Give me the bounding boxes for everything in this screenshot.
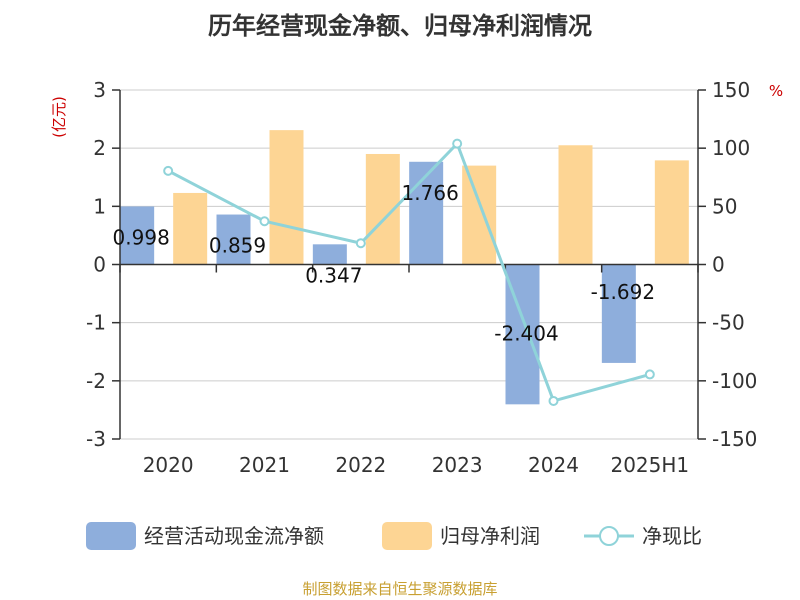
gridlines: [120, 89, 698, 440]
cashflow-bar: [601, 264, 636, 363]
x-tick-label: 2020: [143, 453, 194, 477]
legend-label: 经营活动现金流净额: [144, 524, 324, 548]
x-tick-label: 2021: [239, 453, 290, 477]
ratio-point: [452, 138, 463, 149]
data-labels: 0.998 0.859 0.347 1.766 -2.404 -1.692: [113, 181, 656, 346]
legend-label: 归母净利润: [440, 524, 540, 548]
left-tick-label: -1: [86, 311, 106, 335]
right-tick-label: -150: [712, 427, 757, 451]
legend-item[interactable]: 归母净利润: [382, 522, 540, 550]
x-tick-label: 2022: [335, 453, 386, 477]
ratio-point: [644, 369, 655, 380]
left-tick-label: -3: [86, 427, 106, 451]
legend[interactable]: 经营活动现金流净额 归母净利润 净现比: [86, 522, 702, 550]
ratio-line-path: [167, 140, 651, 403]
cashflow-data-label: 0.998: [113, 225, 170, 249]
right-tick-label: 50: [712, 194, 737, 218]
cashflow-bar: [216, 214, 251, 265]
legend-swatch: [382, 522, 432, 550]
net-profit-bar: [173, 192, 208, 265]
axes: 3 2 1 0 -1 -2 -3 150 100 50 0 -50 -100 -150 2020 2021 20…: [86, 78, 757, 477]
cashflow-data-label: 0.347: [305, 263, 362, 287]
chart-title: 历年经营现金净额、归母净利润情况: [208, 12, 592, 40]
net-profit-bar: [269, 130, 304, 265]
ratio-point: [163, 165, 174, 176]
left-tick-label: 2: [93, 136, 106, 160]
left-axis-unit: (亿元): [50, 96, 68, 138]
x-tick-label: 2024: [528, 453, 579, 477]
right-tick-label: -100: [712, 369, 757, 393]
data-source-note: 制图数据来自恒生聚源数据库: [302, 580, 497, 598]
cashflow-bar: [409, 161, 444, 265]
right-tick-label: 150: [712, 78, 750, 102]
ratio-line: [163, 138, 655, 406]
right-tick-label: -50: [712, 311, 745, 335]
ratio-point: [355, 238, 366, 249]
legend-item[interactable]: 净现比: [584, 524, 702, 548]
net-profit-bar: [462, 165, 497, 265]
cashflow-bar: [120, 206, 155, 265]
legend-swatch-marker: [599, 526, 619, 546]
net-profit-bar: [558, 145, 593, 265]
cashflow-data-label: -2.404: [494, 321, 558, 345]
right-tick-label: 100: [712, 136, 750, 160]
cashflow-bar: [312, 244, 347, 265]
legend-label: 净现比: [642, 524, 702, 548]
bars: [120, 130, 689, 405]
left-tick-label: -2: [86, 369, 106, 393]
net-profit-bar: [654, 160, 689, 265]
ratio-point: [259, 216, 270, 227]
cashflow-data-label: 1.766: [402, 181, 459, 205]
x-tick-label: 2023: [432, 453, 483, 477]
cashflow-data-label: -1.692: [591, 280, 655, 304]
legend-swatch: [86, 522, 136, 550]
right-axis-unit: %: [769, 82, 783, 100]
left-tick-label: 3: [93, 78, 106, 102]
right-tick-label: 0: [712, 253, 725, 277]
ratio-point: [548, 395, 559, 406]
legend-item[interactable]: 经营活动现金流净额: [86, 522, 324, 550]
cashflow-data-label: 0.859: [209, 234, 266, 258]
left-tick-label: 0: [93, 253, 106, 277]
x-tick-label: 2025H1: [610, 453, 689, 477]
left-tick-label: 1: [93, 194, 106, 218]
